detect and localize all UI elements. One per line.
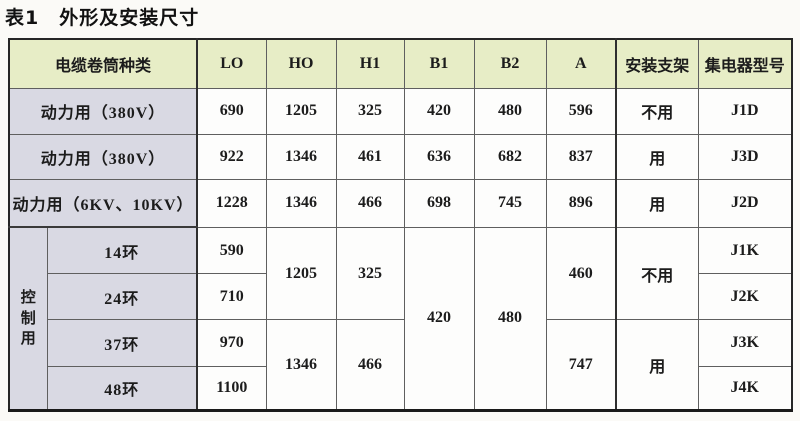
cell-lo: 710 <box>196 273 267 321</box>
table-title: 表1 外形及安装尺寸 <box>5 7 200 29</box>
cell-a: 837 <box>545 133 617 180</box>
dimensions-table: 电缆卷筒种类 LO HO H1 B1 B2 A 安装支架 集电器型号 动力用（3… <box>8 38 794 412</box>
cell-lo: 1228 <box>196 178 267 228</box>
header-col-a: A <box>545 38 617 90</box>
cell-b2-merged: 480 <box>473 226 547 412</box>
row-label: 动力用（380V） <box>8 133 198 180</box>
header-col-bracket: 安装支架 <box>615 38 699 90</box>
control-group-label: 控制用 <box>8 226 48 412</box>
cell-model: J1K <box>697 226 793 275</box>
cell-rings: 48环 <box>46 365 198 412</box>
cell-lo: 690 <box>196 88 267 135</box>
cell-b1: 698 <box>403 178 475 228</box>
cell-model: J3D <box>697 133 793 180</box>
table-row: 24环 710 J2K <box>9 273 793 321</box>
control-group-label-text: 控制用 <box>20 290 36 347</box>
cell-bracket: 不用 <box>615 88 699 135</box>
cell-a: 896 <box>545 178 617 228</box>
cell-b2: 682 <box>473 133 547 180</box>
cell-b2: 480 <box>473 88 547 135</box>
header-row: 电缆卷筒种类 LO HO H1 B1 B2 A 安装支架 集电器型号 <box>8 38 793 90</box>
cell-bracket-merged: 用 <box>615 319 699 411</box>
cell-rings: 14环 <box>46 226 198 275</box>
cell-h1: 325 <box>335 88 405 135</box>
cell-b1: 636 <box>403 133 475 180</box>
cell-h1: 466 <box>335 178 405 228</box>
header-col-h1: H1 <box>335 38 405 90</box>
table-row: 37环 970 1346 466 747 用 J3K <box>9 319 793 411</box>
table-row: 控制用 14环 590 1205 325 420 480 460 不用 J1K <box>8 226 793 412</box>
cell-b1: 420 <box>403 88 475 135</box>
header-col-b1: B1 <box>403 38 475 90</box>
cell-model: J1D <box>697 88 793 135</box>
cell-rings: 37环 <box>46 319 198 367</box>
header-col-b2: B2 <box>473 38 547 90</box>
cell-a-merged: 460 <box>545 226 617 321</box>
cell-ho: 1205 <box>265 88 337 135</box>
cell-b1-merged: 420 <box>403 226 475 412</box>
cell-ho: 1346 <box>265 133 337 180</box>
table-row: 动力用（6KV、10KV） 1228 1346 466 698 745 896 … <box>8 178 793 229</box>
cell-model: J2K <box>697 273 793 321</box>
cell-a: 596 <box>545 88 617 135</box>
cell-lo: 922 <box>196 133 267 180</box>
cell-model: J4K <box>697 365 793 412</box>
cell-lo: 1100 <box>196 365 267 412</box>
cell-lo: 970 <box>196 319 267 367</box>
table-row: 动力用（380V） 690 1205 325 420 480 596 不用 J1… <box>8 88 793 135</box>
cell-ho: 1346 <box>265 178 337 228</box>
cell-ho-merged: 1346 <box>265 319 337 411</box>
header-col-collector-model: 集电器型号 <box>697 38 793 90</box>
cell-b2: 745 <box>473 178 547 228</box>
cell-model: J2D <box>697 178 793 228</box>
row-label: 动力用（380V） <box>8 88 198 135</box>
row-label: 动力用（6KV、10KV） <box>8 178 198 229</box>
cell-bracket: 用 <box>615 178 699 228</box>
cell-rings: 24环 <box>46 273 198 321</box>
table-row: 48环 1100 J4K <box>9 365 793 412</box>
table-row: 动力用（380V） 922 1346 461 636 682 837 用 J3D <box>8 133 793 180</box>
cell-bracket: 用 <box>615 133 699 180</box>
header-cable-reel-type: 电缆卷筒种类 <box>8 38 198 90</box>
cell-model: J3K <box>697 319 793 367</box>
cell-bracket-merged: 不用 <box>615 226 699 321</box>
header-col-lo: LO <box>196 38 267 90</box>
cell-lo: 590 <box>196 226 267 275</box>
cell-h1: 461 <box>335 133 405 180</box>
header-col-ho: HO <box>265 38 337 90</box>
cell-h1-merged: 466 <box>335 319 405 411</box>
cell-h1-merged: 325 <box>335 226 405 321</box>
cell-ho-merged: 1205 <box>265 226 337 321</box>
cell-a-merged: 747 <box>545 319 617 411</box>
